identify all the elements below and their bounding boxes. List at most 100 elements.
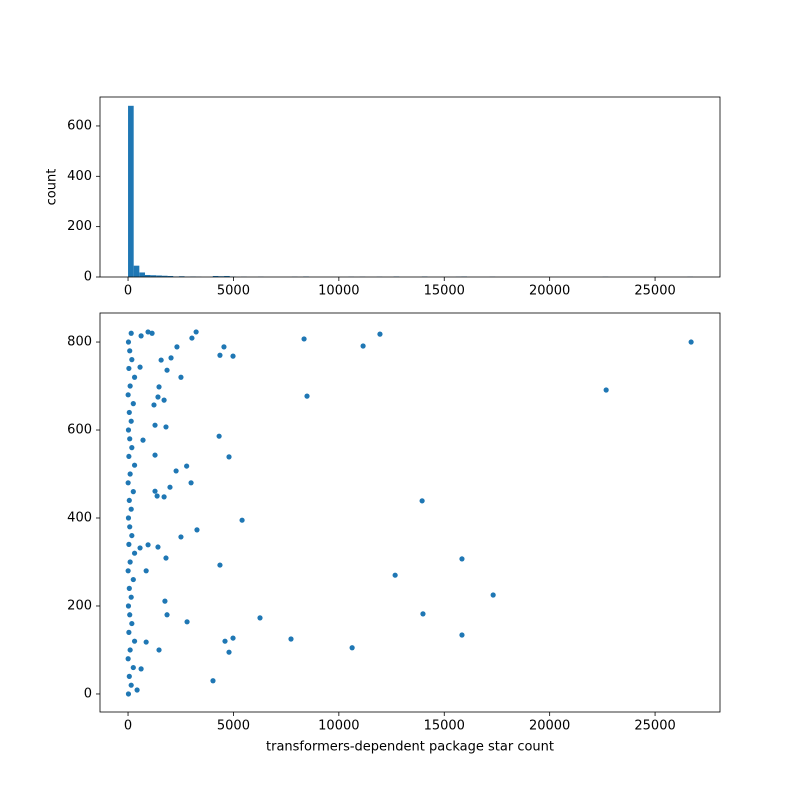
x-tick-label: 5000 [217, 719, 250, 734]
point [130, 401, 136, 407]
point [143, 639, 149, 645]
point [126, 673, 132, 679]
point [125, 691, 132, 697]
y-axis-label: count [45, 169, 60, 206]
point [145, 329, 151, 335]
point [164, 612, 170, 618]
point [126, 541, 132, 547]
point [129, 532, 135, 539]
point [164, 367, 170, 373]
point [152, 422, 158, 428]
point [130, 489, 136, 495]
point [151, 402, 157, 408]
y-tick-label: 800 [67, 335, 92, 350]
point [167, 484, 173, 490]
bar [128, 105, 134, 277]
point [125, 427, 132, 433]
point [149, 330, 155, 336]
point [127, 436, 133, 442]
point [125, 515, 132, 521]
point [459, 632, 465, 638]
point [137, 364, 143, 370]
point [490, 592, 496, 598]
point [129, 620, 135, 627]
point [158, 357, 164, 363]
point [138, 666, 144, 672]
point [154, 493, 160, 499]
y-tick-label: 200 [67, 598, 92, 613]
point [349, 645, 355, 651]
point [125, 480, 131, 486]
point [226, 649, 232, 655]
point [210, 678, 216, 684]
point [127, 612, 133, 618]
x-tick-label: 15000 [424, 284, 465, 299]
point [216, 433, 222, 439]
point [128, 594, 134, 600]
point [377, 331, 383, 337]
point [125, 603, 132, 609]
point [193, 329, 199, 335]
x-tick-label: 10000 [318, 284, 359, 299]
point [174, 344, 180, 350]
point [131, 638, 138, 644]
y-tick-label: 600 [67, 423, 92, 438]
point [126, 629, 132, 635]
point [129, 357, 135, 363]
point [128, 682, 134, 688]
point [126, 365, 132, 372]
point [143, 568, 149, 574]
bar [224, 275, 230, 277]
x-tick-label: 25000 [634, 719, 675, 734]
point [156, 384, 162, 390]
point [134, 687, 140, 693]
point [178, 534, 184, 540]
x-tick-label: 25000 [634, 284, 675, 299]
point [288, 636, 294, 642]
x-tick-label: 0 [124, 284, 132, 299]
bar [133, 265, 140, 277]
point [184, 463, 190, 469]
point [163, 424, 169, 430]
point [239, 517, 245, 523]
point [131, 462, 138, 468]
point [222, 638, 228, 644]
point [131, 374, 138, 380]
point [603, 387, 609, 393]
bar [212, 275, 219, 277]
point [129, 445, 135, 451]
point [125, 392, 131, 398]
x-tick-label: 0 [124, 719, 132, 734]
point [392, 572, 398, 578]
y-tick-label: 200 [67, 219, 92, 234]
x-tick-label: 15000 [424, 719, 465, 734]
bar [161, 275, 168, 277]
point [125, 568, 131, 574]
bar [144, 274, 151, 277]
point [127, 348, 133, 354]
point [162, 598, 168, 604]
bar [167, 275, 174, 277]
point [126, 585, 132, 591]
point [128, 506, 134, 512]
point [226, 454, 232, 460]
point [137, 545, 143, 551]
x-axis-label: transformers-dependent package star coun… [266, 740, 554, 755]
point [155, 394, 161, 400]
point [138, 333, 144, 339]
point [217, 562, 223, 568]
point [161, 494, 167, 500]
point [688, 339, 694, 345]
point [126, 497, 132, 504]
x-tick-label: 20000 [529, 719, 570, 734]
point [301, 336, 307, 342]
point [163, 555, 169, 561]
point [230, 353, 236, 359]
point [168, 355, 174, 361]
point [304, 393, 310, 399]
point [145, 542, 151, 548]
point [257, 615, 263, 621]
point [130, 664, 136, 671]
point [161, 397, 167, 403]
y-tick-label: 0 [84, 686, 92, 701]
